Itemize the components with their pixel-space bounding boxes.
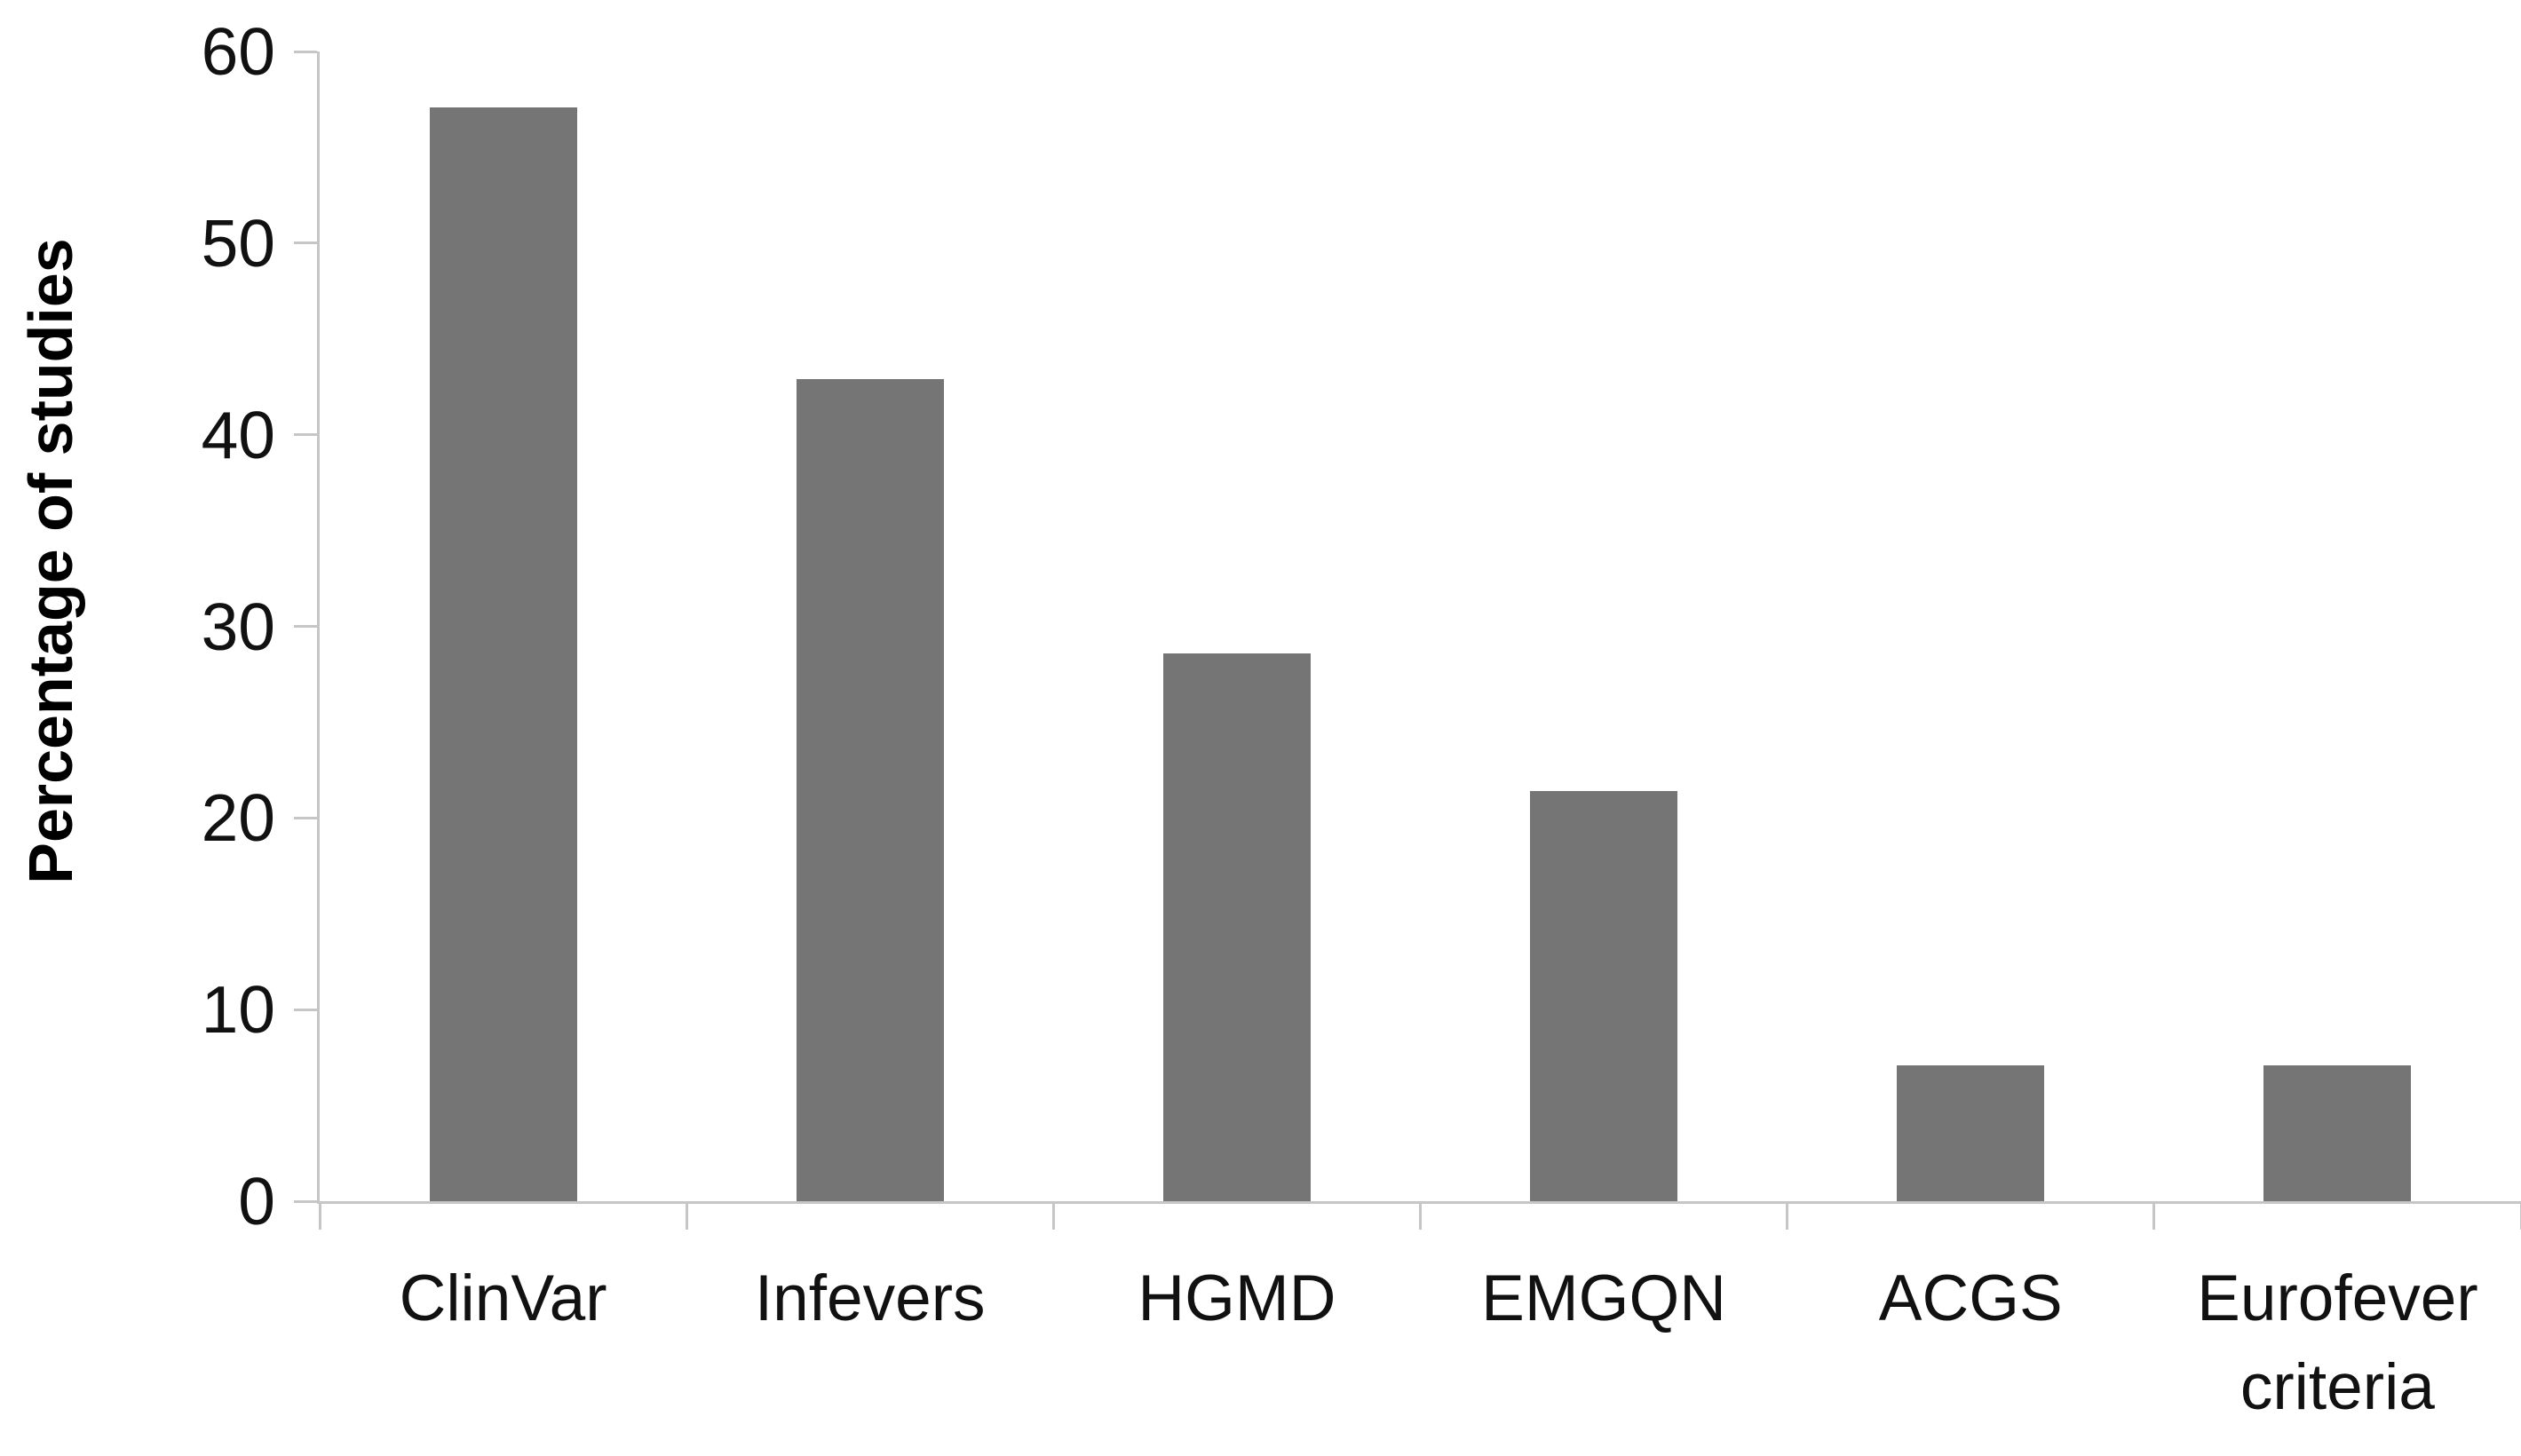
y-tick-label: 10 (201, 972, 275, 1048)
y-tick-label: 0 (238, 1164, 275, 1238)
x-tick-mark (1419, 1201, 1422, 1230)
x-tick-mark (2152, 1201, 2156, 1230)
x-tick-mark (685, 1201, 688, 1230)
y-tick-label: 20 (201, 780, 275, 856)
y-tick-mark (294, 433, 317, 437)
bar-eurofever-criteria (2263, 1064, 2412, 1201)
y-tick-mark (294, 625, 317, 628)
x-tick-mark (2519, 1201, 2521, 1230)
x-tick-mark (318, 1201, 321, 1230)
x-category-label-infevers: Infevers (754, 1262, 986, 1334)
x-category-label-emgqn: EMGQN (1481, 1262, 1726, 1334)
x-category-label-eurofever-criteria: Eurofever criteria (2197, 1262, 2478, 1423)
x-tick-mark (1786, 1201, 1789, 1230)
bar-infevers (796, 379, 944, 1201)
bar-hgmd (1162, 653, 1311, 1201)
y-tick-mark (294, 1199, 317, 1203)
y-tick-mark (294, 50, 317, 53)
y-tick-label: 60 (201, 14, 275, 89)
plot-area: 60 50 40 30 20 10 0 ClinVar Infevers HGMD EMGQN ACG… (202, 14, 2521, 1423)
y-tick-label: 30 (201, 589, 275, 664)
y-axis-title: Percentage of studies (16, 238, 85, 884)
y-tick-mark (294, 1008, 317, 1011)
x-category-label-hgmd: HGMD (1138, 1262, 1336, 1334)
bar-acgs (1897, 1064, 2045, 1201)
y-tick-mark (294, 241, 317, 245)
bar-emgqn (1530, 791, 1678, 1201)
x-tick-mark (1051, 1201, 1055, 1230)
x-category-label-clinvar: ClinVar (399, 1262, 607, 1334)
bar-clinvar (429, 107, 577, 1201)
y-tick-label: 40 (201, 397, 275, 472)
x-category-label-acgs: ACGS (1878, 1262, 2063, 1334)
y-tick-mark (294, 816, 317, 819)
y-tick-label: 50 (201, 205, 275, 281)
